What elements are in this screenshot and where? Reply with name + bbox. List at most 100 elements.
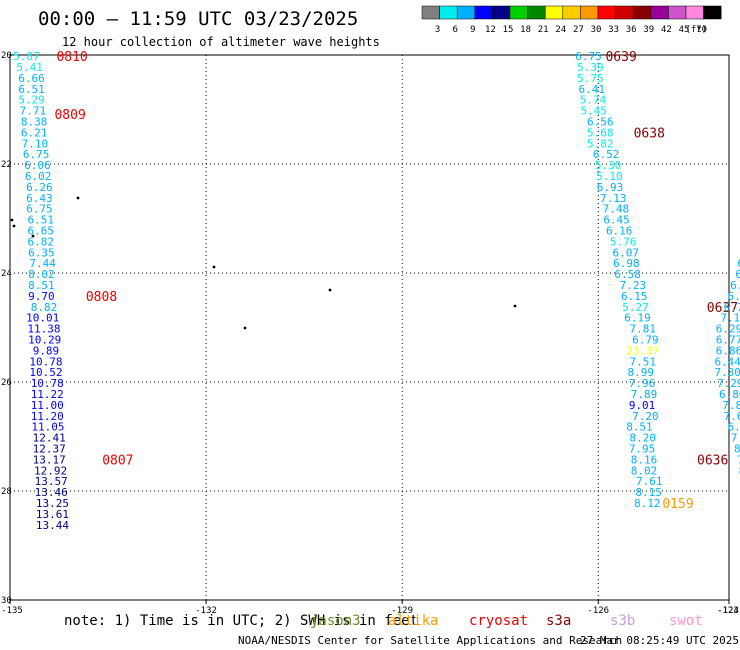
wave-height-labels: 5.875.416.666.515.297.718.386.217.106.75… [13,50,740,532]
wave-height-value: 6.58 [614,268,641,281]
legend-swatch [632,5,652,20]
wave-height-value: 6.19 [735,268,740,281]
legend-swatch [597,5,616,20]
wave-height-value: 10.52 [29,366,62,379]
wave-height-value: 7.20 [632,410,659,423]
legend-label: 42 [661,25,672,35]
wave-height-value: 6.56 [587,115,614,128]
wave-height-value: 6.45 [603,214,630,227]
wave-height-value: 13.57 [35,475,68,488]
island-dot [76,196,80,200]
wave-height-value: 6.75 [23,148,50,161]
wave-height-value: 5.74 [580,94,607,107]
legend-label: 24 [555,25,566,35]
legend-swatch [580,5,599,20]
wave-height-value: 10.78 [29,355,62,368]
wave-height-value: 6.66 [18,72,45,85]
legend-label: 30 [591,25,602,35]
wave-height-value: 8.51 [28,279,55,292]
wave-height-value: 8.20 [629,432,656,445]
wave-height-value: 6.16 [606,224,633,237]
legend-swatch [421,5,440,20]
wave-height-value: 11.20 [31,410,64,423]
pass-time-label: 0808 [86,290,117,305]
wave-height-value: 5.27 [622,301,649,314]
wave-height-value: 6.21 [21,126,48,139]
wave-height-value: 6.43 [26,192,53,205]
wave-height-value: 5.68 [587,126,614,139]
wave-height-value: 5.75 [577,72,604,85]
wave-height-value: 5.10 [596,170,623,183]
wave-height-value: 6.82 [27,235,54,248]
axes: -135 -132 -129 -126 -123-124 20 22 24 26 28 30 [1,51,739,616]
wave-height-value: 6.65 [27,224,54,237]
wave-height-value: 13.25 [36,497,69,510]
wave-height-value: 6.52 [593,148,620,161]
wave-height-value: 12.92 [34,464,67,477]
wave-height-value: 9.01 [629,399,656,412]
wave-height-value: 6.70 [724,301,740,314]
wave-height-value: 6.15 [621,290,648,303]
wave-height-value: 13.17 [33,453,66,466]
wave-height-value: 7.25 [731,432,740,445]
satellite-name: cryosat [469,613,528,629]
x-tick-label: -126 [587,606,609,616]
wave-height-value: 10.01 [26,312,59,325]
wave-height-value: 9.70 [28,290,55,303]
wave-height-value: 6.07 [612,246,639,259]
island-dot [10,218,14,222]
wave-height-value: 6.75 [575,50,602,63]
y-tick-label: 24 [1,269,12,279]
wave-height-value: 7.48 [603,203,630,216]
x-tick-label: -132 [195,606,217,616]
wave-height-value: 7.67 [724,410,740,423]
legend-swatch [668,5,687,20]
legend-label: 27 [573,25,584,35]
wave-height-value: 7.12 [720,312,740,325]
wave-height-value: 6.98 [613,257,640,270]
legend-swatch [492,5,511,20]
island-markers [10,196,517,330]
pass-time-label: 0639 [605,50,636,65]
legend-swatch [544,5,564,20]
wave-height-value: 7.61 [636,475,663,488]
wave-height-value: 6.93 [597,181,624,194]
satellite-name: altika [388,613,439,629]
wave-height-value: 6.51 [18,83,45,96]
wave-height-value: 6.35 [28,246,55,259]
legend-label: 39 [643,25,654,35]
wave-height-value: 7.96 [629,377,656,390]
legend-swatch [562,5,581,20]
legend-label: 70 [696,25,707,35]
satellite-name: swot [669,613,703,629]
wave-height-value: 8.22 [739,464,740,477]
wave-height-value: 6.06 [24,159,51,172]
wave-height-value: 8.02 [28,268,55,281]
wave-height-value: 5.87 [13,50,40,63]
pass-time-label: 0807 [102,453,133,468]
wave-height-value: 13.46 [35,486,68,499]
wave-height-value: 23.37 [626,344,659,357]
wave-height-value: 5.82 [587,137,614,150]
wave-height-value: 7.89 [631,388,658,401]
wave-height-value: 7.82 [722,399,740,412]
island-dot [328,288,332,292]
wave-height-value: 8.23 [734,442,740,455]
island-dot [12,224,16,228]
wave-height-value: 6.75 [26,203,53,216]
wave-height-value: 5.39 [577,61,604,74]
footer-credit: NOAA/NESDIS Center for Satellite Applica… [238,634,622,647]
wave-height-value: 12.37 [33,442,66,455]
wave-height-value: 7.81 [629,323,656,336]
y-tick-label: 20 [1,51,12,61]
wave-height-value: 6.03 [737,257,740,270]
legend-swatch [703,5,722,20]
wave-height-value: 5.76 [610,235,637,248]
legend-swatch [685,5,704,20]
wave-height-value: 7.29 [717,377,740,390]
chart-title: 00:00 – 11:59 UTC 03/23/2025 [38,8,358,30]
footer-note: note: 1) Time is in UTC; 2) SWH is in fe… [64,613,418,629]
wave-height-value: 6.20 [730,279,740,292]
wave-height-value: 13.61 [36,508,69,521]
